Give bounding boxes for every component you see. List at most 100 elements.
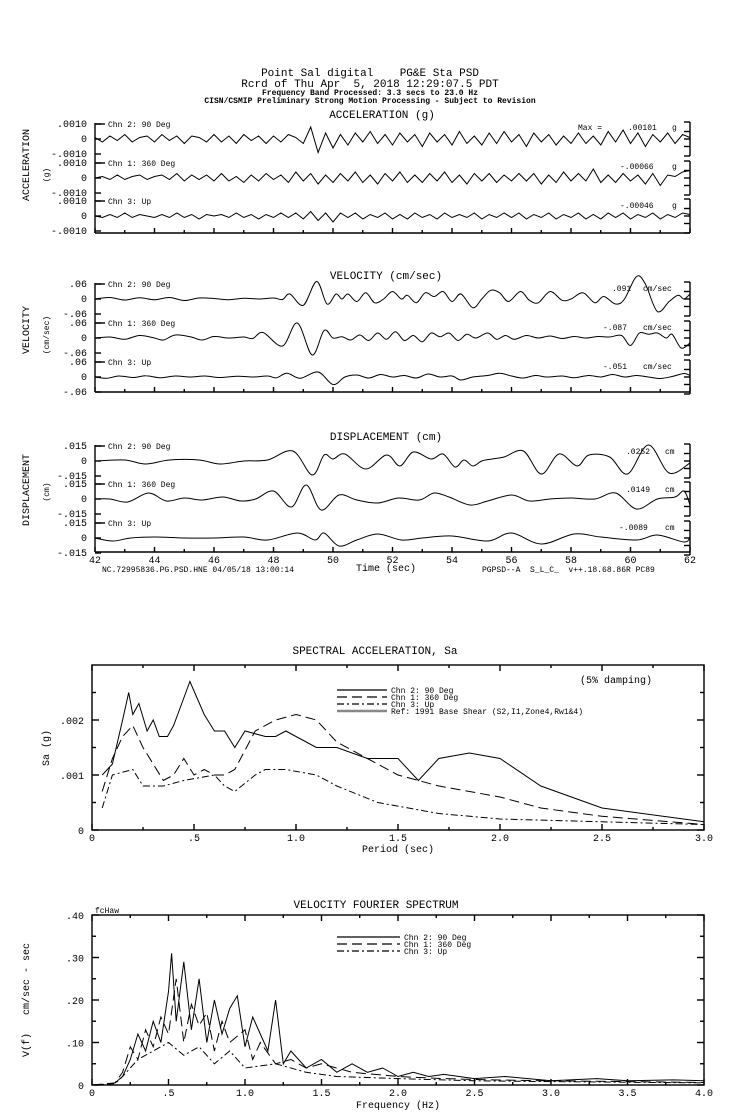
acceleration-tick-label-zero: 0 — [81, 212, 87, 223]
fourier-corner-label: fcHaw — [95, 907, 119, 916]
fourier-x-tick-label: 1.0 — [236, 1089, 254, 1100]
sa-series-2 — [101, 768, 705, 825]
fourier-legend-label: Chn 1: 360 Deg — [404, 941, 471, 950]
displacement-channel-label: Chn 2: 90 Deg — [108, 443, 171, 452]
sa-y-tick-label: .001 — [60, 772, 84, 783]
acceleration-tick-label-top: .0010 — [57, 159, 87, 170]
frequency-band: Frequency Band Processed: 3.3 secs to 23… — [262, 89, 478, 98]
acceleration-peak-value: -.00046 — [620, 202, 654, 211]
fourier-series-1 — [91, 978, 705, 1086]
acceleration-tick-label-zero: 0 — [81, 135, 87, 146]
displacement-peak-unit: cm — [665, 448, 675, 457]
displacement-tick-label-zero: 0 — [81, 495, 87, 506]
acceleration-channel-label: Chn 3: Up — [108, 198, 151, 207]
displacement-channel-label: Chn 1: 360 Deg — [108, 481, 175, 490]
velocity-title: VELOCITY (cm/sec) — [330, 271, 442, 283]
displacement-tick-label-top: .015 — [63, 480, 87, 491]
sa-x-tick-label: 1.5 — [389, 834, 407, 845]
velocity-trace-chn1 — [94, 322, 691, 356]
time-tick-label: 48 — [267, 556, 279, 567]
acceleration-unit-label: (g) — [43, 168, 52, 182]
fourier-y-tick-label: .30 — [66, 955, 84, 966]
sa-y-tick-label: .002 — [60, 717, 84, 728]
station-title: Point Sal digital PG&E Sta PSD — [261, 68, 479, 80]
time-tick-label: 62 — [684, 556, 696, 567]
displacement-trace-chn3 — [94, 532, 691, 547]
fourier-x-tick-label: 1.5 — [312, 1089, 330, 1100]
acceleration-tick-label-top: .0010 — [57, 120, 87, 131]
acceleration-tick-label-bottom: -.0010 — [51, 227, 87, 238]
displacement-peak-unit: cm — [665, 524, 675, 533]
fourier-series-0 — [92, 953, 705, 1086]
fourier-frame — [91, 914, 705, 1086]
time-tick-label: 58 — [565, 556, 577, 567]
acceleration-side-label: ACCELERATION — [22, 129, 33, 201]
velocity-tick-label-zero: 0 — [81, 373, 87, 384]
displacement-unit-label: (cm) — [43, 482, 52, 501]
sa-x-tick-label: 1.0 — [287, 834, 305, 845]
velocity-side-label: VELOCITY — [22, 306, 33, 354]
acceleration-trace-chn1 — [94, 168, 691, 187]
displacement-peak-value: .0149 — [626, 486, 650, 495]
fourier-x-tick-label: 4.0 — [695, 1089, 713, 1100]
fourier-y-tick-label: 0 — [78, 1082, 84, 1093]
sa-y-label: Sa (g) — [41, 730, 53, 766]
time-tick-label: 44 — [148, 556, 160, 567]
acceleration-tick-label-zero: 0 — [81, 174, 87, 185]
fourier-title: VELOCITY FOURIER SPECTRUM — [293, 900, 458, 912]
displacement-trace-chn2 — [94, 444, 691, 476]
displacement-side-label: DISPLACEMENT — [22, 454, 33, 526]
velocity-trace-chn2 — [94, 275, 691, 313]
velocity-tick-label-bottom: -.06 — [63, 349, 87, 360]
velocity-tick-label-zero: 0 — [81, 295, 87, 306]
fourier-x-tick-label: 2.5 — [465, 1089, 483, 1100]
sa-legend-label: Ref: 1991 Base Shear (S2,I1,Zone4,Rw1&4) — [391, 708, 583, 717]
fourier-legend-label: Chn 2: 90 Deg — [404, 934, 467, 943]
displacement-peak-unit: cm — [665, 486, 675, 495]
fourier-x-tick-label: 3.5 — [618, 1089, 636, 1100]
velocity-tick-label-top: .06 — [69, 358, 87, 369]
sa-legend-label: Chn 3: Up — [391, 701, 434, 710]
displacement-tick-label-zero: 0 — [81, 534, 87, 545]
velocity-tick-label-bottom: -.06 — [63, 388, 87, 399]
max-label: Max = — [578, 124, 602, 133]
time-tick-label: 42 — [89, 556, 101, 567]
velocity-peak-unit: cm/sec — [643, 285, 672, 294]
sa-series-0 — [101, 680, 705, 823]
velocity-tick-label-top: .06 — [69, 280, 87, 291]
acceleration-peak-unit: g — [672, 124, 677, 133]
fourier-series-2 — [91, 1041, 705, 1086]
fourier-x-tick-label: 0 — [89, 1089, 95, 1100]
time-tick-label: 60 — [624, 556, 636, 567]
sa-legend-label: Chn 2: 90 Deg — [391, 687, 454, 696]
velocity-tick-label-top: .06 — [69, 319, 87, 330]
fourier-x-tick-label: 2.0 — [389, 1089, 407, 1100]
footer-right: PGPSD--A S_L_C_ v++.18.68.86R PC89 — [482, 566, 655, 575]
displacement-title: DISPLACEMENT (cm) — [330, 432, 442, 444]
time-tick-label: 54 — [446, 556, 458, 567]
displacement-tick-label-zero: 0 — [81, 457, 87, 468]
fourier-y-tick-label: .20 — [66, 997, 84, 1008]
displacement-tick-label-bottom: -.015 — [57, 472, 87, 483]
fourier-x-tick-label: 3.0 — [542, 1089, 560, 1100]
fourier-y-label: V(f) cm/sec - sec — [21, 943, 33, 1057]
sa-title: SPECTRAL ACCELERATION, Sa — [292, 646, 457, 658]
sa-x-tick-label: 2.5 — [593, 834, 611, 845]
velocity-peak-value: -.051 — [603, 363, 627, 372]
sa-x-tick-label: 2.0 — [491, 834, 509, 845]
fourier-y-tick-label: .10 — [66, 1040, 84, 1051]
velocity-peak-value: .091 — [612, 285, 631, 294]
record-time: Rcrd of Thu Apr 5, 2018 12:29:07.5 PDT — [241, 79, 499, 91]
displacement-tick-label-bottom: -.015 — [57, 510, 87, 521]
sa-x-tick-label: 0 — [89, 834, 95, 845]
sa-damping-note: (5% damping) — [580, 675, 652, 687]
sa-x-tick-label: .5 — [188, 834, 200, 845]
time-tick-label: 50 — [327, 556, 339, 567]
time-axis-label: Time (sec) — [356, 563, 416, 575]
acceleration-title: ACCELERATION (g) — [329, 110, 435, 122]
displacement-peak-value: .0252 — [626, 448, 650, 457]
acceleration-channel-label: Chn 1: 360 Deg — [108, 160, 175, 169]
